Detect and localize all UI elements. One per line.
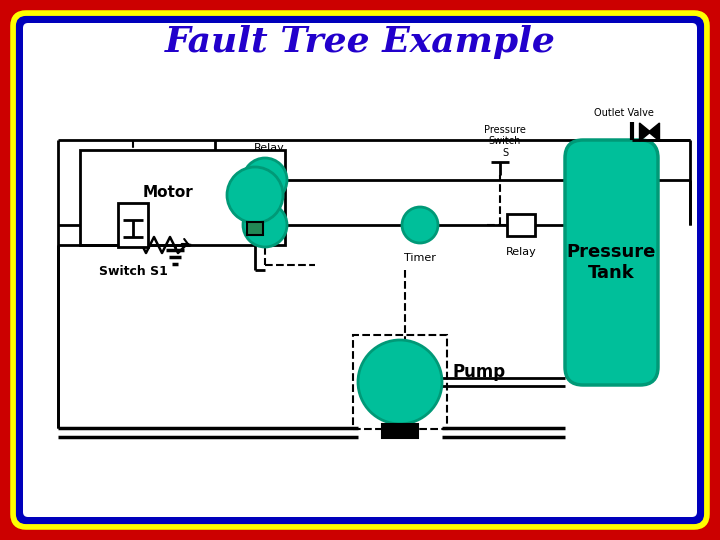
Circle shape <box>227 167 283 223</box>
Circle shape <box>243 158 287 202</box>
Text: Relay: Relay <box>253 188 284 198</box>
FancyBboxPatch shape <box>565 140 658 385</box>
Text: Relay: Relay <box>253 143 284 153</box>
FancyBboxPatch shape <box>17 17 703 523</box>
FancyBboxPatch shape <box>5 5 715 535</box>
Text: Outlet Valve: Outlet Valve <box>593 108 654 118</box>
Text: Switch S1: Switch S1 <box>99 265 168 278</box>
Bar <box>507 214 535 236</box>
Bar <box>247 222 263 235</box>
Bar <box>353 335 447 429</box>
Circle shape <box>358 340 442 424</box>
FancyBboxPatch shape <box>23 23 697 517</box>
Bar <box>80 150 285 245</box>
Text: K2: K2 <box>242 201 256 211</box>
Bar <box>118 203 148 247</box>
Bar <box>382 424 418 438</box>
Text: Pressure
Switch
S: Pressure Switch S <box>484 125 526 158</box>
Polygon shape <box>649 123 660 141</box>
Text: Timer: Timer <box>404 253 436 263</box>
Text: Pressure
Tank: Pressure Tank <box>567 243 656 282</box>
FancyBboxPatch shape <box>11 11 709 529</box>
Circle shape <box>243 203 287 247</box>
Text: Fault Tree Example: Fault Tree Example <box>165 25 555 59</box>
Text: Motor: Motor <box>142 185 193 200</box>
Text: Pump: Pump <box>452 363 505 381</box>
Text: Relay: Relay <box>505 247 536 257</box>
Text: K1: K1 <box>262 156 276 166</box>
Circle shape <box>402 207 438 243</box>
Polygon shape <box>639 123 650 141</box>
